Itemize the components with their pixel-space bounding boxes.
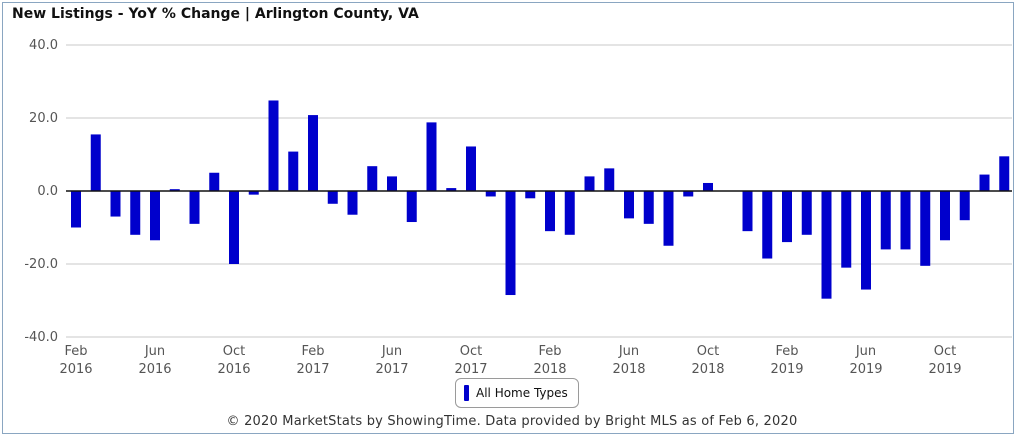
bar (762, 191, 773, 259)
bar (900, 191, 911, 250)
bar (90, 134, 101, 191)
bar (801, 191, 812, 235)
bar (920, 191, 931, 266)
x-tick-label-year: 2016 (217, 362, 250, 377)
bar (169, 189, 180, 191)
bar (643, 191, 654, 224)
bar (485, 191, 496, 197)
bar (308, 115, 318, 191)
bar (742, 191, 753, 232)
y-tick-label: -40.0 (24, 330, 58, 345)
x-tick-label-year: 2018 (691, 362, 724, 377)
bar (564, 191, 575, 235)
x-tick-label-month: Feb (64, 344, 87, 359)
legend-item-all-home-types[interactable]: All Home Types (455, 378, 579, 408)
bar (663, 191, 674, 246)
chart-title: New Listings - YoY % Change | Arlington … (12, 6, 419, 22)
x-tick-label-month: Feb (775, 344, 798, 359)
bar (782, 191, 792, 243)
bar (466, 146, 476, 191)
y-tick-label: 20.0 (29, 111, 58, 126)
bar (683, 191, 694, 197)
x-tick-label-month: Oct (460, 344, 482, 359)
bar (821, 191, 832, 299)
bar (446, 188, 457, 191)
x-tick-label-year: 2017 (454, 362, 487, 377)
x-tick-label-month: Jun (618, 344, 639, 359)
x-tick-label-year: 2018 (533, 362, 566, 377)
y-tick-label: 40.0 (29, 38, 58, 53)
bar (248, 191, 259, 195)
bar (209, 172, 220, 191)
bar (959, 191, 970, 221)
chart-credits: © 2020 MarketStats by ShowingTime. Data … (226, 414, 798, 429)
x-tick-label-month: Oct (934, 344, 956, 359)
bar (545, 191, 555, 232)
y-tick-label: 0.0 (37, 184, 58, 199)
bar (525, 191, 536, 199)
x-tick-label-month: Oct (697, 344, 719, 359)
x-tick-label-month: Jun (855, 344, 876, 359)
x-tick-label-year: 2016 (59, 362, 92, 377)
bar (268, 100, 279, 191)
bar (584, 176, 595, 191)
bar (347, 191, 358, 215)
bar (999, 156, 1010, 191)
bar (604, 168, 615, 191)
x-tick-label-month: Feb (301, 344, 324, 359)
bar (406, 191, 417, 223)
bar (979, 174, 990, 191)
bar (110, 191, 121, 217)
bar (841, 191, 852, 268)
bar (940, 191, 950, 241)
bar (327, 191, 338, 204)
bar (880, 191, 891, 250)
bar (387, 176, 397, 191)
x-tick-label-year: 2017 (296, 362, 329, 377)
bar (861, 191, 871, 290)
bar (130, 191, 141, 235)
x-tick-label-month: Feb (538, 344, 561, 359)
x-tick-label-year: 2017 (375, 362, 408, 377)
bar (426, 122, 437, 191)
x-tick-label-year: 2019 (849, 362, 882, 377)
x-tick-label-month: Oct (223, 344, 245, 359)
x-tick-label-year: 2016 (138, 362, 171, 377)
bar (367, 166, 378, 191)
x-tick-label-month: Jun (144, 344, 165, 359)
bar (150, 191, 160, 241)
bar (71, 191, 81, 228)
legend-label: All Home Types (476, 386, 568, 400)
bar (624, 191, 634, 219)
legend-swatch (464, 385, 469, 401)
bar (189, 191, 200, 224)
bar (229, 191, 239, 264)
x-tick-label-year: 2019 (770, 362, 803, 377)
bar (288, 151, 299, 191)
x-tick-label-year: 2019 (928, 362, 961, 377)
y-tick-label: -20.0 (24, 257, 58, 272)
bar (703, 182, 713, 191)
x-tick-label-month: Jun (381, 344, 402, 359)
bar (505, 191, 516, 296)
x-tick-label-year: 2018 (612, 362, 645, 377)
